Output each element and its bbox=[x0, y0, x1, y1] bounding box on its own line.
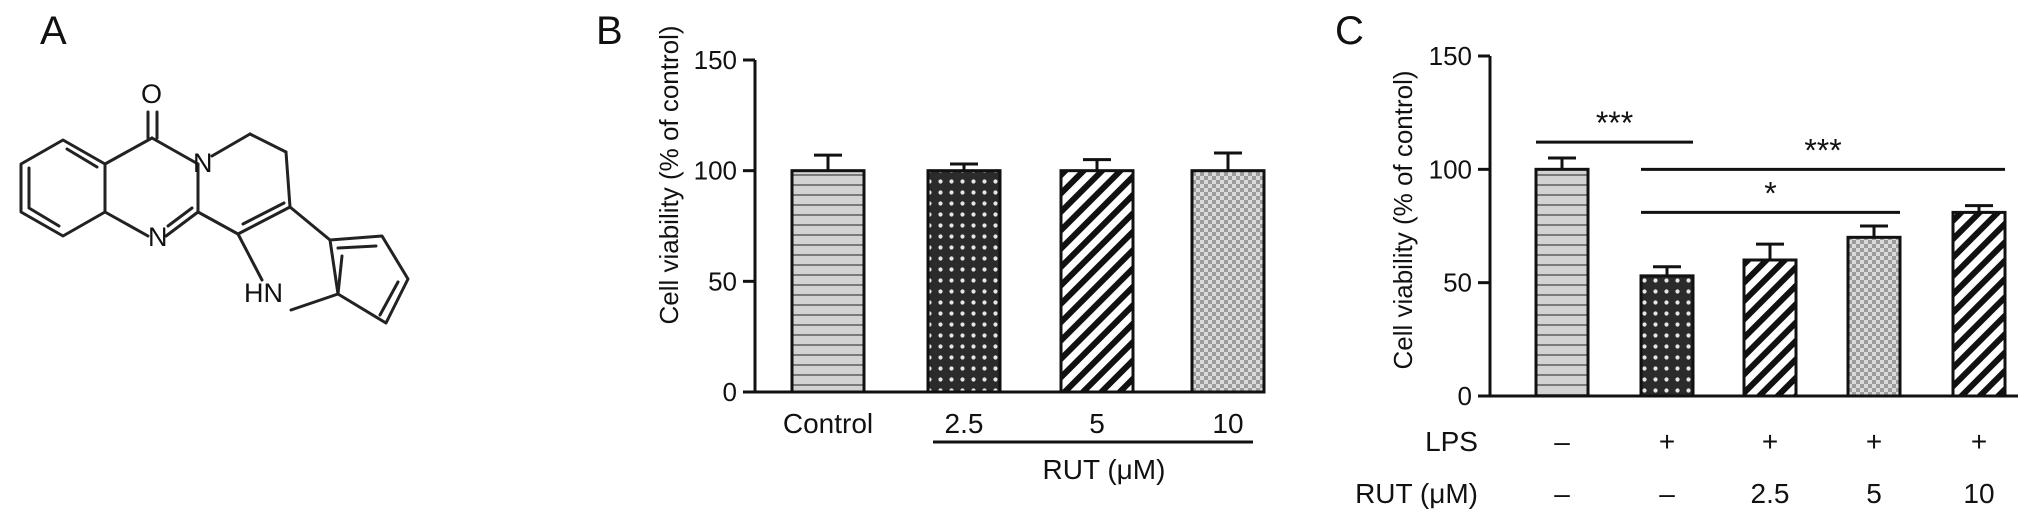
panel-c-lps-cell: + bbox=[1762, 426, 1778, 457]
panel-b-y-axis: 0 50 100 150 bbox=[694, 45, 757, 407]
panel-b-bars bbox=[790, 151, 1266, 394]
panel-c-row-label-lps: LPS bbox=[1425, 426, 1478, 457]
panel-c-condition-table: – + + + + – – 2.5 5 10 bbox=[1554, 426, 1994, 509]
panel-c-significance-label: *** bbox=[1804, 132, 1841, 168]
panel-c-y-tick-label: 100 bbox=[1429, 154, 1472, 184]
atom-nh: HN bbox=[244, 278, 283, 308]
panel-c-rut-cell: 5 bbox=[1866, 478, 1882, 509]
panel-c-y-tick-label: 0 bbox=[1458, 381, 1472, 411]
panel-a-label: A bbox=[40, 9, 67, 53]
panel-b-y-tick-label: 50 bbox=[708, 266, 737, 296]
panel-c-rut-cell: – bbox=[1659, 478, 1675, 509]
panel-c-bar bbox=[1951, 210, 2007, 398]
panel-c-rut-cell: 10 bbox=[1963, 478, 1994, 509]
panel-b-y-tick-label: 150 bbox=[694, 45, 737, 75]
panel-b-x-tick-label: 2.5 bbox=[945, 408, 984, 439]
panel-b-y-tick-label: 0 bbox=[723, 377, 737, 407]
panel-b-bar bbox=[1190, 169, 1266, 394]
panel-c-y-tick-label: 150 bbox=[1429, 41, 1472, 71]
panel-c-bars bbox=[1534, 156, 2007, 398]
panel-c-lps-cell: + bbox=[1971, 426, 1987, 457]
panel-c-significance-label: * bbox=[1764, 175, 1776, 211]
panel-b-y-tick-label: 100 bbox=[694, 156, 737, 186]
panel-c-rut-cell: – bbox=[1554, 478, 1570, 509]
atom-nitrogen-1: N bbox=[193, 148, 213, 178]
panel-c-y-axis: 0 50 100 150 bbox=[1429, 41, 1492, 411]
panel-c-bar bbox=[1639, 274, 1695, 398]
panel-b-bar bbox=[790, 169, 866, 394]
panel-b-y-axis-label: Cell viability (% of control) bbox=[654, 25, 684, 324]
atom-nitrogen-2: N bbox=[148, 222, 168, 252]
panel-b-x-tick-label: 5 bbox=[1089, 408, 1105, 439]
panel-c-label: C bbox=[1335, 9, 1364, 53]
panel-c-y-axis-label: Cell viability (% of control) bbox=[1388, 70, 1418, 369]
panel-b-bar bbox=[1059, 169, 1135, 394]
panel-c-rut-cell: 2.5 bbox=[1751, 478, 1790, 509]
atom-oxygen: O bbox=[141, 79, 162, 109]
panel-b-label: B bbox=[596, 9, 623, 53]
panel-c-bar bbox=[1846, 235, 1902, 398]
panel-c-y-tick-label: 50 bbox=[1443, 268, 1472, 298]
panel-b-x-tick-labels: Control 2.5 5 10 bbox=[783, 408, 1244, 439]
panel-c-lps-cell: – bbox=[1554, 426, 1570, 457]
panel-c-significance: ******* bbox=[1536, 105, 2005, 214]
rutaecarpine-structure bbox=[19, 110, 410, 325]
panel-c: C Cell viability (% of control) 0 50 100 15… bbox=[1335, 9, 2018, 509]
panel-b: B Cell viability (% of control) 0 50 100 15… bbox=[596, 9, 1266, 485]
panel-b-bar bbox=[926, 169, 1002, 394]
panel-b-x-tick-label: 10 bbox=[1212, 408, 1243, 439]
panel-c-lps-cell: + bbox=[1659, 426, 1675, 457]
panel-a: A bbox=[19, 9, 410, 325]
panel-b-group-label: RUT (μM) bbox=[1043, 454, 1166, 485]
panel-c-lps-cell: + bbox=[1866, 426, 1882, 457]
panel-c-bar bbox=[1534, 167, 1590, 398]
panel-c-bar bbox=[1742, 258, 1798, 398]
panel-c-significance-label: *** bbox=[1596, 105, 1633, 141]
panel-c-row-label-rut: RUT (μM) bbox=[1355, 478, 1478, 509]
panel-b-x-tick-label: Control bbox=[783, 408, 873, 439]
